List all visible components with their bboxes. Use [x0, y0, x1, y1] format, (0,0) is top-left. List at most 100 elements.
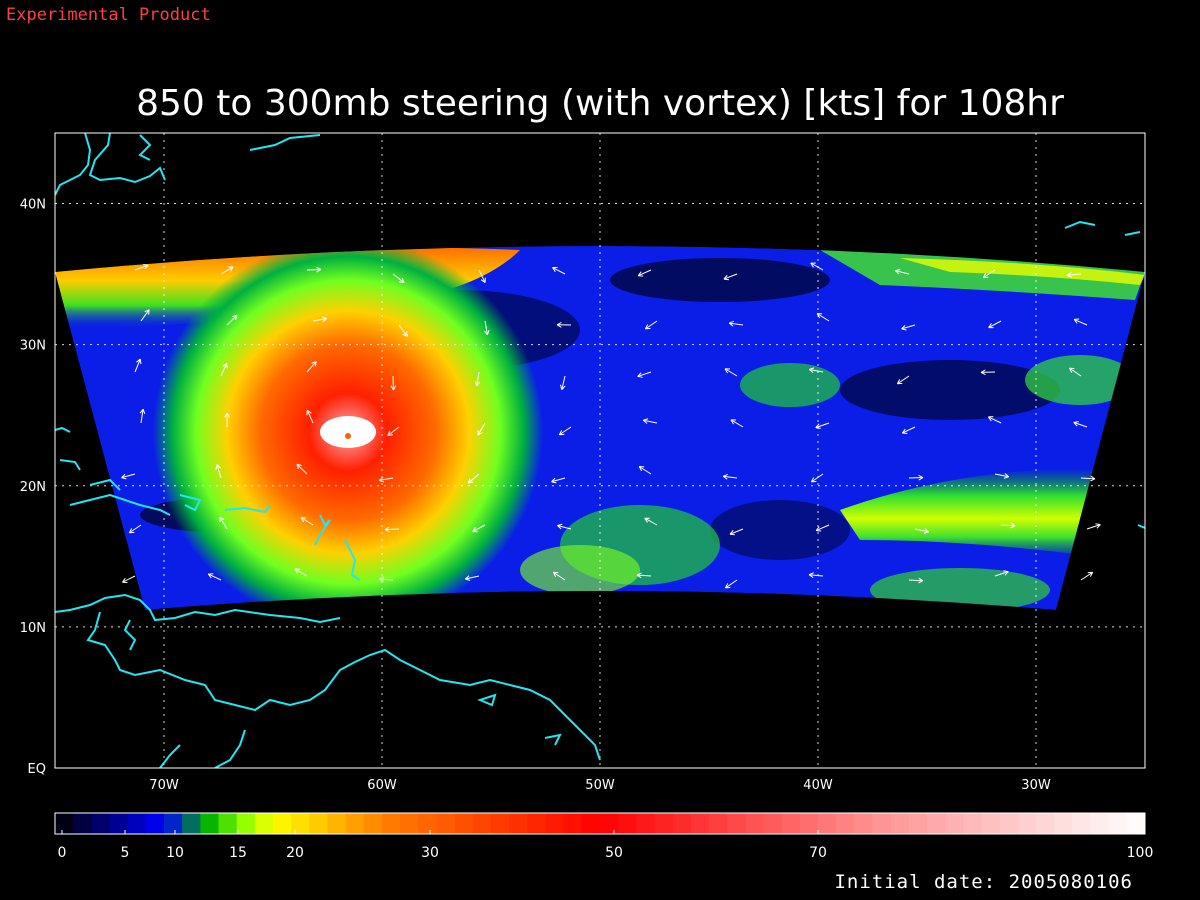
wind-arrow: [300, 517, 314, 526]
map-title: 850 to 300mb steering (with vortex) [kts…: [136, 83, 1064, 124]
colorbar-cell: [200, 813, 219, 834]
wind-arrow: [219, 516, 228, 530]
wind-arrow: [1080, 475, 1096, 482]
wind-arrow: [306, 361, 317, 373]
wind-arrow: [139, 408, 146, 424]
wind-arrow: [483, 320, 490, 336]
vortex-center-marker: [345, 433, 351, 439]
wind-arrow: [472, 524, 486, 533]
colorbar-cell: [781, 813, 801, 834]
colorbar-cell: [1072, 813, 1091, 834]
wind-arrow: [901, 324, 916, 331]
colorbar-cell: [91, 813, 110, 834]
wind-arrow: [642, 418, 658, 424]
wind-arrow: [988, 320, 1002, 329]
colorbar-cell: [799, 813, 819, 834]
colorbar-cell: [818, 813, 837, 834]
wind-arrow: [220, 266, 234, 275]
colorbar-cell: [509, 813, 528, 834]
wind-arrow: [551, 477, 566, 484]
wind-arrow: [467, 473, 480, 484]
wind-arrow: [815, 524, 830, 532]
wind-arrow: [808, 572, 824, 578]
colorbar-cell: [382, 813, 401, 834]
wind-arrow: [914, 528, 930, 534]
lat-tick-label: 40N: [20, 198, 46, 213]
colorbar-cell: [654, 813, 674, 834]
wind-arrow: [637, 371, 652, 378]
colorbar-frame: [54, 812, 1146, 835]
colorbar-cell: [345, 813, 365, 834]
colorbar-tick-label: 30: [421, 845, 439, 861]
wind-arrow: [306, 266, 322, 273]
wind-arrow: [378, 476, 394, 483]
wind-arrow: [724, 579, 738, 589]
colorbar-cell: [854, 813, 873, 834]
wind-arrow: [220, 362, 228, 377]
wind-arrow: [815, 422, 830, 429]
lon-tick-label: 60W: [367, 778, 397, 793]
colorbar-cell: [454, 813, 474, 834]
wind-arrow: [384, 526, 400, 533]
wind-arrow: [644, 517, 658, 526]
wind-arrow: [477, 422, 486, 436]
steering-wind-vectors: [121, 262, 1101, 589]
colorbar-tick-label: 20: [286, 845, 304, 861]
colorbar-cell: [1054, 813, 1073, 834]
colorbar-cell: [1108, 813, 1128, 834]
wind-arrow: [398, 324, 408, 337]
colorbar-cell: [981, 813, 1001, 834]
colorbar-cell: [690, 813, 710, 834]
wind-arrow: [1080, 571, 1094, 581]
lon-tick-label: 50W: [585, 778, 615, 793]
wind-arrow: [980, 369, 996, 376]
wind-arrow: [558, 426, 572, 436]
wind-arrow: [908, 474, 924, 481]
colorbar-cell: [400, 813, 419, 834]
wind-arrow: [552, 266, 566, 275]
wind-arrow: [728, 320, 744, 327]
colorbar-cell: [763, 813, 783, 834]
colorbar-cell: [563, 813, 583, 834]
colorbar-cell: [363, 813, 383, 834]
coastlines: [55, 133, 1145, 768]
wind-arrow: [729, 528, 744, 536]
lon-tick-label: 40W: [803, 778, 833, 793]
colorbar-cell: [164, 813, 183, 834]
wind-arrow: [312, 316, 328, 323]
colorbar-tick-label: 0: [58, 845, 67, 861]
lon-tick-label: 70W: [149, 778, 179, 793]
colorbar-cell: [527, 813, 546, 834]
colorbar-cell: [55, 813, 74, 834]
wind-arrow: [556, 322, 572, 328]
wind-arrow: [1066, 272, 1082, 278]
wind-arrow: [390, 375, 397, 391]
colorbar-tick-label: 70: [809, 845, 827, 861]
colorbar-cell: [491, 813, 510, 834]
colorbar-cell: [1126, 813, 1146, 834]
axis-labels: 70W 60W 50W 40W 30W EQ 10N 20N 30N 40N: [20, 198, 1051, 793]
wind-arrow: [730, 419, 744, 428]
lat-tick-label: 30N: [20, 339, 46, 354]
lat-tick-label: 10N: [20, 621, 46, 636]
colorbar-cell: [1036, 813, 1055, 834]
lat-tick-label: EQ: [28, 762, 46, 777]
wind-arrow: [810, 473, 824, 483]
wind-arrow: [895, 268, 910, 275]
wind-arrow: [224, 412, 230, 428]
wind-arrow: [378, 576, 394, 583]
colorbar-cell: [145, 813, 165, 834]
wind-arrow: [1073, 318, 1088, 326]
colorbar-cell: [890, 813, 910, 834]
wind-arrow: [994, 473, 1010, 479]
wind-arrow: [994, 570, 1009, 577]
colorbar-cell: [999, 813, 1019, 834]
colorbar-cell: [418, 813, 437, 834]
colorbar-cell: [927, 813, 946, 834]
wind-arrow: [1073, 421, 1088, 428]
colorbar-tick-label: 15: [229, 845, 247, 861]
wind-arrow: [128, 524, 142, 534]
wind-arrow: [140, 309, 150, 322]
colorbar-cell: [745, 813, 764, 834]
